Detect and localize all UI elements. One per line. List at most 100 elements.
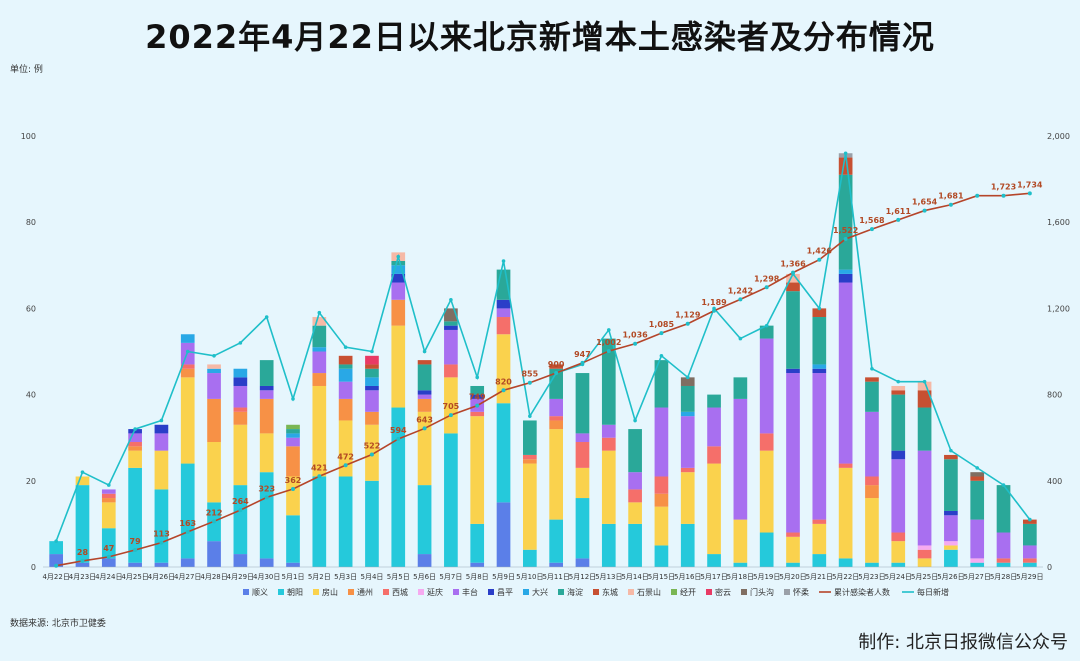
y-right-tick: 1,600	[1047, 218, 1070, 227]
bar-segment	[628, 429, 642, 473]
x-tick-label: 5月2日	[308, 573, 331, 581]
bar-segment	[470, 523, 485, 563]
bar-segment	[812, 523, 827, 555]
bar-segment	[444, 433, 458, 567]
bar-segment	[470, 385, 485, 395]
x-tick-label: 5月13日	[595, 573, 622, 581]
y-right-tick: 0	[1047, 563, 1052, 572]
x-tick-label: 5月8日	[466, 573, 489, 581]
bar-segment	[628, 523, 642, 567]
legend-label: 昌平	[497, 588, 513, 597]
x-tick-label: 5月14日	[621, 573, 648, 581]
bar-segment	[338, 420, 353, 477]
legend-label: 延庆	[427, 587, 443, 597]
legend: 顺义 朝阳 房山 通州 西城 延庆 丰台 昌平 大兴 海淀 东城 石景山 经开 密云 门头沟 怀柔 累计感染者人…	[243, 587, 949, 597]
bar-segment	[286, 446, 300, 477]
bar-segment	[259, 433, 274, 473]
bar-segment	[680, 377, 695, 386]
bar-segment	[838, 273, 853, 283]
bar-segment	[549, 420, 563, 430]
x-tick-label: 5月16日	[674, 573, 701, 581]
bar-segment	[312, 373, 327, 386]
cumulative-point	[712, 308, 717, 313]
bar-segment	[575, 558, 590, 567]
bar-segment	[812, 364, 827, 369]
bar-segment	[812, 373, 827, 520]
bar-segment	[523, 459, 537, 464]
cumulative-data-label: 1,734	[1017, 180, 1043, 189]
bar-segment	[707, 407, 721, 447]
bar-segment	[575, 433, 590, 443]
bar-segment	[944, 541, 958, 546]
bar-segment	[496, 334, 511, 404]
bar-segment	[154, 450, 169, 490]
bar-segment	[128, 429, 142, 434]
x-tick-label: 5月27日	[964, 573, 991, 581]
bar-segment	[259, 360, 274, 386]
daily-point	[54, 539, 58, 543]
legend-swatch	[558, 589, 564, 595]
bar-segment	[312, 347, 327, 352]
bar-segment	[996, 558, 1011, 563]
cumulative-data-label: 1,568	[859, 216, 885, 225]
daily-point	[764, 323, 769, 328]
bar-segment	[365, 411, 379, 425]
cumulative-point	[633, 341, 638, 346]
bar-segment	[786, 291, 800, 369]
cumulative-point	[80, 558, 85, 563]
x-tick-label: 5月23日	[858, 573, 885, 581]
daily-point	[922, 379, 927, 384]
bar-segment	[338, 355, 353, 365]
cumulative-data-label: 947	[574, 350, 591, 359]
bar-segment	[207, 398, 221, 443]
bar-segment	[365, 377, 379, 386]
daily-point	[870, 366, 874, 371]
bar-segment	[180, 364, 195, 369]
bar-segment	[312, 325, 327, 348]
cumulative-data-label: 47	[103, 544, 114, 553]
bar-segment	[101, 558, 116, 567]
y-left-tick: 100	[21, 132, 36, 141]
bar-segment	[786, 282, 800, 292]
legend-label: 东城	[602, 587, 618, 597]
cumulative-data-label: 79	[130, 537, 142, 546]
daily-point	[317, 310, 322, 315]
x-tick-label: 5月18日	[727, 573, 754, 581]
cumulative-point	[291, 486, 295, 491]
legend-label: 大兴	[532, 587, 548, 597]
cumulative-data-label: 421	[311, 463, 328, 472]
cumulative-point	[791, 270, 795, 275]
cumulative-data-label: 1,036	[622, 331, 648, 340]
cumulative-data-label: 1,129	[675, 311, 701, 320]
cumulative-point	[396, 436, 401, 441]
cumulative-data-label: 594	[390, 426, 407, 435]
bar-segment	[891, 385, 906, 391]
bar-segment	[444, 329, 458, 365]
legend-label: 门头沟	[750, 587, 774, 597]
bar-segment	[496, 308, 511, 318]
bar-segment	[628, 502, 642, 524]
bar-segment	[838, 174, 853, 270]
daily-point	[475, 375, 480, 380]
bar-segment	[759, 325, 774, 339]
bar-segment	[891, 562, 906, 567]
bar-segment	[101, 493, 116, 499]
bar-segment	[917, 450, 932, 546]
bar-segment	[917, 545, 932, 550]
source-note: 数据来源: 北京市卫健委	[10, 619, 106, 629]
bar-segment	[338, 368, 353, 382]
bar-segment	[417, 554, 432, 567]
bar-segment	[575, 373, 590, 434]
cumulative-point	[1001, 193, 1006, 198]
cumulative-point	[606, 349, 611, 354]
cumulative-point	[54, 563, 59, 568]
cumulative-data-label: 1,002	[596, 338, 621, 347]
bar-segment	[523, 463, 537, 550]
bar-segment	[1023, 519, 1037, 524]
cumulative-point	[133, 547, 138, 552]
x-tick-label: 5月1日	[282, 573, 305, 581]
x-tick-label: 5月15日	[648, 573, 675, 581]
legend-swatch	[453, 589, 459, 595]
cumulative-data-label: 1,366	[780, 260, 806, 269]
legend-swatch	[784, 589, 790, 595]
